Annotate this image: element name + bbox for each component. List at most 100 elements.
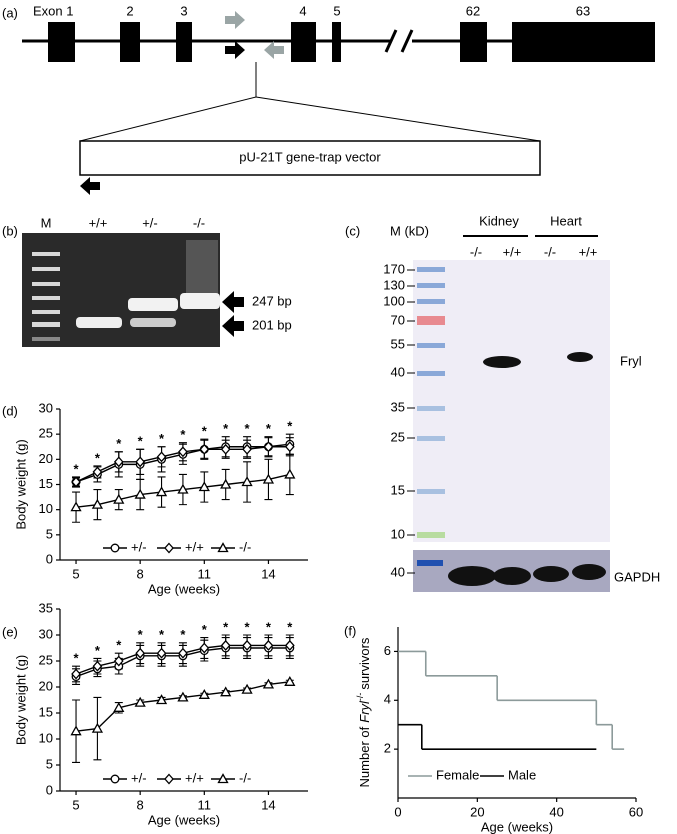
x-axis-label: Age (weeks) bbox=[148, 812, 220, 827]
exon bbox=[512, 22, 655, 62]
legend-label: +/+ bbox=[185, 770, 204, 785]
data-point bbox=[156, 451, 167, 463]
exon-label: Exon 1 bbox=[33, 3, 73, 18]
data-point bbox=[178, 647, 188, 659]
marker-size-label: 35 bbox=[391, 399, 405, 414]
significance-mark: * bbox=[245, 421, 251, 436]
data-point bbox=[263, 639, 274, 651]
exon bbox=[291, 22, 316, 62]
data-point bbox=[91, 722, 104, 733]
exon-label: 2 bbox=[126, 3, 133, 18]
data-point bbox=[134, 488, 146, 499]
significance-mark: * bbox=[287, 619, 293, 634]
x-tick-label: 8 bbox=[137, 797, 144, 812]
y-tick-label: 0 bbox=[46, 551, 53, 566]
data-point bbox=[113, 701, 125, 712]
data-point bbox=[242, 443, 252, 455]
x-axis-label: Age (weeks) bbox=[148, 581, 220, 596]
legend-label: +/- bbox=[131, 539, 147, 554]
y-tick-label: 20 bbox=[39, 678, 53, 693]
marker-size-label: 170 bbox=[383, 261, 405, 276]
data-point bbox=[113, 456, 124, 468]
y-label-gene: Fryl bbox=[357, 700, 372, 723]
significance-mark: * bbox=[266, 619, 272, 634]
x-tick-label: 5 bbox=[72, 797, 79, 812]
data-point bbox=[110, 543, 120, 553]
data-point bbox=[113, 655, 124, 667]
tissue-label: Kidney bbox=[479, 213, 519, 228]
data-point bbox=[70, 725, 82, 736]
lane-label: -/- bbox=[193, 215, 205, 230]
y-tick-label: 4 bbox=[384, 692, 391, 707]
x-axis-label: Age (weeks) bbox=[481, 819, 553, 834]
band-label: 201 bp bbox=[252, 317, 292, 332]
data-point bbox=[155, 694, 168, 705]
blot bbox=[413, 260, 610, 542]
genotype-label: -/- bbox=[470, 244, 482, 259]
x-tick-label: 20 bbox=[470, 804, 484, 819]
significance-mark: * bbox=[180, 427, 186, 442]
gel-band bbox=[76, 317, 122, 328]
data-point bbox=[220, 639, 231, 651]
y-tick-label: 25 bbox=[39, 652, 53, 667]
data-point bbox=[198, 481, 210, 492]
y-tick-label: 15 bbox=[39, 476, 53, 491]
blot-band bbox=[448, 566, 496, 586]
blot-band bbox=[572, 564, 606, 580]
gel-band bbox=[128, 298, 178, 311]
y-label-prefix: Number of bbox=[357, 726, 372, 787]
data-point bbox=[241, 476, 253, 487]
marker-size-label: 40 bbox=[391, 564, 405, 579]
y-tick-label: 30 bbox=[39, 626, 53, 641]
y-tick-label: 6 bbox=[384, 643, 391, 658]
data-point bbox=[284, 639, 295, 651]
marker-size-label: 100 bbox=[383, 293, 405, 308]
significance-mark: * bbox=[266, 421, 272, 436]
exon bbox=[460, 22, 487, 62]
data-point bbox=[155, 486, 168, 497]
data-point bbox=[220, 686, 232, 697]
significance-mark: * bbox=[202, 622, 208, 637]
exon bbox=[48, 22, 75, 62]
data-point bbox=[177, 483, 189, 494]
data-point bbox=[92, 466, 103, 478]
significance-mark: * bbox=[202, 424, 208, 439]
data-point bbox=[178, 446, 188, 458]
data-point bbox=[113, 493, 125, 504]
x-tick-label: 14 bbox=[261, 797, 275, 812]
data-point bbox=[135, 456, 146, 468]
data-point bbox=[220, 478, 232, 489]
gel-band bbox=[130, 318, 176, 327]
significance-mark: * bbox=[95, 450, 101, 465]
significance-mark: * bbox=[159, 627, 165, 642]
genotype-label: -/- bbox=[544, 244, 556, 259]
blot-ladder bbox=[417, 560, 443, 566]
data-point bbox=[164, 773, 174, 785]
tissue-label: Heart bbox=[550, 213, 582, 228]
data-point bbox=[70, 501, 82, 512]
significance-mark: * bbox=[223, 421, 229, 436]
band-arrow bbox=[222, 315, 244, 337]
marker-size-label: 40 bbox=[391, 364, 405, 379]
x-tick-label: 11 bbox=[198, 797, 212, 812]
legend-label: -/- bbox=[239, 770, 251, 785]
x-tick-label: 11 bbox=[198, 566, 212, 581]
exon bbox=[176, 22, 192, 62]
primer-arrow bbox=[225, 11, 245, 29]
significance-mark: * bbox=[74, 461, 80, 476]
legend-label: -/- bbox=[239, 539, 251, 554]
marker-size-label: 130 bbox=[383, 277, 405, 292]
exon bbox=[120, 22, 140, 62]
data-point bbox=[263, 441, 274, 453]
data-point bbox=[92, 660, 103, 672]
x-tick-label: 14 bbox=[261, 566, 275, 581]
break-mark bbox=[400, 29, 414, 53]
data-point bbox=[199, 443, 210, 455]
gel-smear bbox=[186, 240, 218, 300]
data-point bbox=[217, 542, 229, 553]
marker-size-label: 10 bbox=[391, 526, 405, 541]
data-point bbox=[262, 678, 275, 689]
